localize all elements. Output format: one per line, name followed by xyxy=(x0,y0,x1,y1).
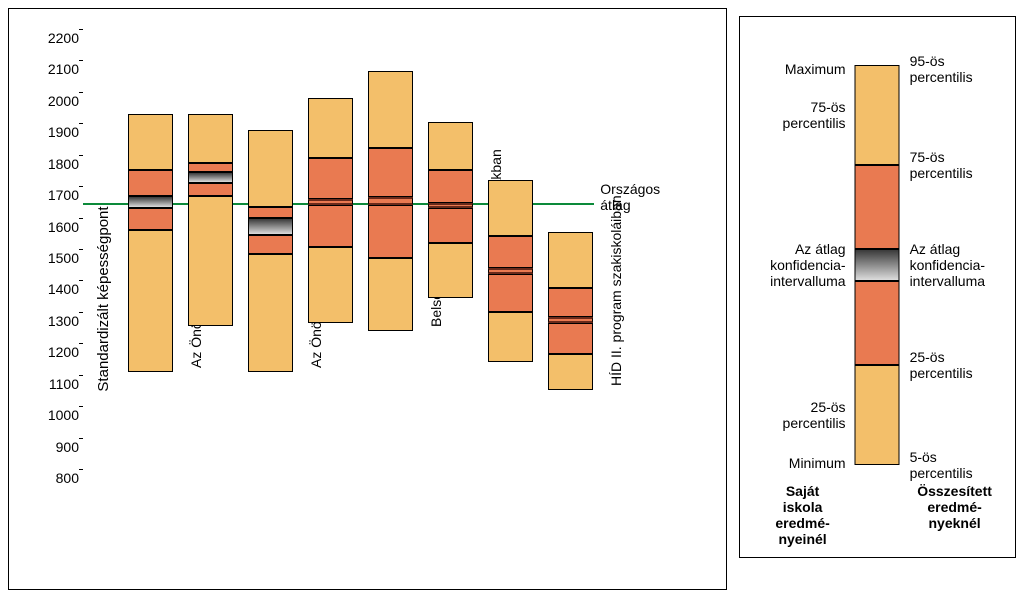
legend-left-p25: 25-öspercentilis xyxy=(746,399,846,431)
legend-bottom-right: Összesítetteredmé-nyeknél xyxy=(900,483,1010,531)
legend-right-p95: 95-öspercentilis xyxy=(910,53,1010,85)
legend-left-min: Minimum xyxy=(746,455,846,471)
legend-left-p75: 75-öspercentilis xyxy=(746,99,846,131)
y-tick-label: 1300 xyxy=(41,313,79,329)
box-segment xyxy=(188,196,233,326)
y-tick-label: 900 xyxy=(41,439,79,455)
legend-plot: Maximum 75-öspercentilis Az átlagkonfidenc… xyxy=(740,17,1015,557)
box-segment xyxy=(428,208,473,243)
box-segment xyxy=(548,354,593,390)
y-tick-label: 2100 xyxy=(41,61,79,77)
legend-segment xyxy=(855,365,900,465)
legend-segment xyxy=(855,249,900,281)
legend-segment xyxy=(855,165,900,249)
y-tick-mark xyxy=(79,123,83,124)
box-segment xyxy=(368,148,413,197)
box-segment xyxy=(548,323,593,354)
y-tick-label: 1600 xyxy=(41,219,79,235)
box-segment xyxy=(308,205,353,247)
box-segment xyxy=(128,114,173,171)
box-segment xyxy=(548,232,593,289)
legend-right-p75: 75-öspercentilis xyxy=(910,149,1010,181)
box-segment xyxy=(248,218,293,235)
legend-right-p25: 25-öspercentilis xyxy=(910,349,1010,381)
box-column xyxy=(428,29,473,469)
box-segment xyxy=(428,170,473,203)
y-tick-mark xyxy=(79,343,83,344)
box-segment xyxy=(308,158,353,199)
y-tick-label: 1900 xyxy=(41,124,79,140)
legend-box xyxy=(855,17,900,557)
box-segment xyxy=(188,172,233,183)
legend-right-p5: 5-öspercentilis xyxy=(910,449,1010,481)
chart-plot-area: 8009001000110012001300140015001600170018… xyxy=(83,29,699,469)
y-tick-mark xyxy=(79,186,83,187)
box-segment xyxy=(308,98,353,158)
y-tick-label: 1800 xyxy=(41,156,79,172)
y-tick-mark xyxy=(79,60,83,61)
y-tick-label: 2200 xyxy=(41,30,79,46)
box-segment xyxy=(488,180,533,237)
legend-bottom-left: Sajátiskolaeredmé-nyeinél xyxy=(748,483,858,547)
box-segment xyxy=(188,183,233,196)
box-segment xyxy=(368,197,413,205)
box-column xyxy=(548,29,593,469)
box-segment xyxy=(248,207,293,218)
box-segment xyxy=(308,247,353,322)
y-tick-mark xyxy=(79,438,83,439)
box-segment xyxy=(368,205,413,258)
y-tick-mark xyxy=(79,92,83,93)
box-segment xyxy=(428,243,473,298)
legend-panel: Maximum 75-öspercentilis Az átlagkonfidenc… xyxy=(739,16,1016,558)
y-tick-label: 2000 xyxy=(41,93,79,109)
y-tick-mark xyxy=(79,155,83,156)
y-tick-mark xyxy=(79,280,83,281)
y-tick-label: 1200 xyxy=(41,344,79,360)
chart-panel: Standardizált képességpont 8009001000110… xyxy=(8,8,727,590)
box-column xyxy=(188,29,233,469)
box-segment xyxy=(368,258,413,330)
y-tick-mark xyxy=(79,312,83,313)
category-label: HÍD II. program szakiskoláiban xyxy=(608,196,624,387)
y-tick-mark xyxy=(79,375,83,376)
box-column xyxy=(308,29,353,469)
y-tick-label: 1700 xyxy=(41,187,79,203)
legend-right-ci: Az átlagkonfidencia-intervalluma xyxy=(910,241,1010,289)
y-tick-label: 1100 xyxy=(41,376,79,392)
box-column xyxy=(248,29,293,469)
box-column xyxy=(368,29,413,469)
box-column xyxy=(488,29,533,469)
y-tick-mark xyxy=(79,218,83,219)
legend-left-ci: Az átlagkonfidencia-intervalluma xyxy=(746,241,846,289)
y-tick-mark xyxy=(79,29,83,30)
y-tick-label: 1000 xyxy=(41,407,79,423)
box-segment xyxy=(488,312,533,362)
y-tick-label: 1400 xyxy=(41,281,79,297)
y-tick-mark xyxy=(79,406,83,407)
box-column xyxy=(128,29,173,469)
box-segment xyxy=(248,235,293,254)
box-segment xyxy=(548,288,593,316)
box-segment xyxy=(368,71,413,148)
box-segment xyxy=(128,196,173,209)
box-segment xyxy=(128,230,173,371)
box-segment xyxy=(188,163,233,172)
box-segment xyxy=(248,130,293,207)
y-tick-label: 1500 xyxy=(41,250,79,266)
box-segment xyxy=(488,274,533,312)
legend-segment xyxy=(855,65,900,165)
box-segment xyxy=(188,114,233,163)
legend-left-max: Maximum xyxy=(746,61,846,77)
legend-segment xyxy=(855,281,900,365)
box-segment xyxy=(488,236,533,267)
box-segment xyxy=(128,208,173,230)
box-segment xyxy=(128,170,173,195)
box-segment xyxy=(428,122,473,171)
layout: Standardizált képességpont 8009001000110… xyxy=(8,8,1016,590)
y-tick-label: 800 xyxy=(41,470,79,486)
y-tick-mark xyxy=(79,249,83,250)
y-tick-mark xyxy=(79,469,83,470)
box-segment xyxy=(248,254,293,372)
